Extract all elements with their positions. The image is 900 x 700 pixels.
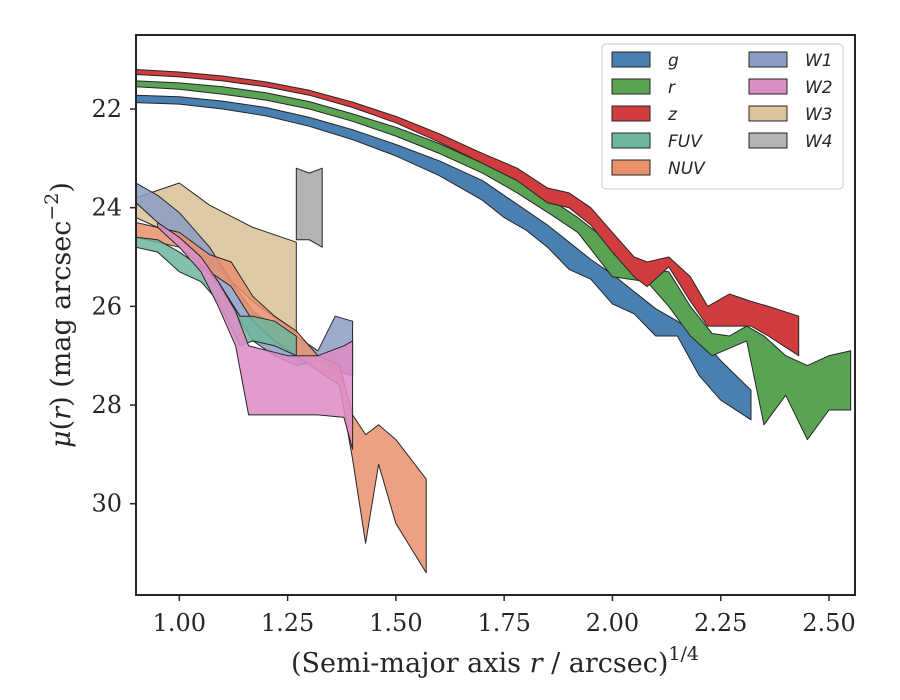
legend-label-w2: W2 xyxy=(805,78,833,98)
legend-label-nuv: NUV xyxy=(668,159,706,179)
x-tick-label: 2.50 xyxy=(802,609,855,637)
legend-label-w1: W1 xyxy=(805,51,833,71)
band-w4 xyxy=(295,167,323,248)
y-tick-label: 24 xyxy=(91,194,122,222)
band-w2 xyxy=(157,222,354,450)
profile-bands xyxy=(136,69,852,574)
legend-swatch-nuv xyxy=(611,159,651,176)
legend-swatch-fuv xyxy=(611,132,651,149)
x-tick-label: 2.25 xyxy=(694,609,747,637)
legend-swatch-w3 xyxy=(748,105,788,122)
legend-label-w3: W3 xyxy=(805,105,833,125)
legend-swatch-g xyxy=(611,51,651,68)
legend-label-fuv: FUV xyxy=(668,132,703,152)
x-tick-label: 1.00 xyxy=(153,609,206,637)
y-axis-label: μ(r) (mag arcsec−2) xyxy=(41,182,77,448)
plot-frame xyxy=(135,34,856,596)
band-nuv xyxy=(136,222,427,574)
legend-swatch-r xyxy=(611,78,651,95)
legend-swatch-w2 xyxy=(748,78,788,95)
legend-swatch-w4 xyxy=(748,132,788,149)
x-axis-label: (Semi-major axis r / arcsec)1/4 xyxy=(291,643,699,679)
x-axis-ticks: 1.00 1.25 1.50 1.75 2.00 2.25 2.50 xyxy=(153,595,856,637)
legend-label-z: z xyxy=(667,105,678,125)
x-tick-label: 1.75 xyxy=(477,609,530,637)
y-tick-label: 28 xyxy=(91,391,122,419)
legend-swatch-z xyxy=(611,105,651,122)
legend-label-w4: W4 xyxy=(805,132,833,152)
band-z xyxy=(136,69,800,357)
legend: grz FUV NUV W1 W2 W3 W4 xyxy=(601,43,844,190)
x-tick-label: 1.25 xyxy=(261,609,314,637)
legend-swatch-w1 xyxy=(748,51,788,68)
y-tick-label: 22 xyxy=(91,95,122,123)
legend-label-g: g xyxy=(668,51,679,71)
y-tick-label: 30 xyxy=(91,490,122,518)
y-axis-ticks: 22 24 26 28 30 xyxy=(91,95,136,518)
band-g xyxy=(136,94,752,421)
x-tick-label: 1.50 xyxy=(369,609,422,637)
x-tick-label: 2.00 xyxy=(586,609,639,637)
y-tick-label: 26 xyxy=(91,292,122,320)
legend-label-r: r xyxy=(668,78,676,98)
